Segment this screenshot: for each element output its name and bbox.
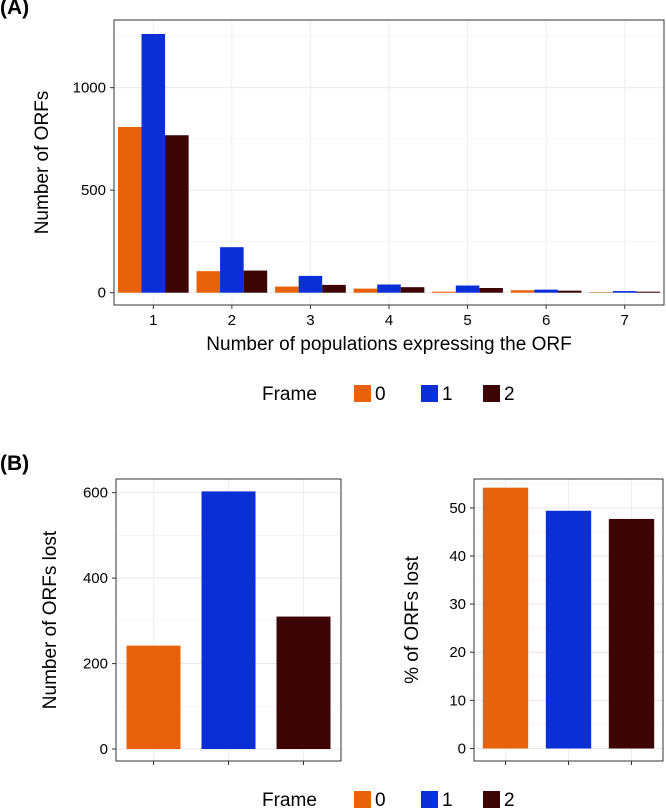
chart-b1-ytick-label: 0: [100, 741, 108, 758]
legend-a-swatch-1: [421, 385, 438, 402]
chart-a-bar: [455, 285, 480, 293]
chart-b1-ytick-label: 200: [83, 656, 108, 673]
chart-a-xaxis-title: Number of populations expressing the ORF: [206, 334, 571, 355]
legend-a-label-2: 2: [504, 384, 515, 405]
chart-b2-ytick-label: 10: [449, 692, 466, 709]
legend-a-swatch-0: [354, 385, 371, 402]
legend-b-label-1: 1: [442, 790, 453, 808]
legend-b-swatch-2: [483, 791, 500, 808]
chart-b-percent-lost: 0 10 20 30 40 50 % of ORFs lost: [402, 478, 664, 765]
legend-a-label-1: 1: [442, 384, 453, 405]
legend-a-title: Frame: [262, 384, 317, 405]
legend-b-title: Frame: [262, 790, 317, 808]
chart-a-bar: [479, 287, 503, 293]
chart-a-bar: [510, 290, 535, 293]
legend-b: Frame 0 1 2: [262, 790, 515, 808]
chart-a-bar: [377, 284, 401, 293]
chart-a-bar: [636, 291, 661, 293]
chart-a: 0 500 1000 1 2 3 4 5 6 7 Number of populations exp…: [32, 19, 665, 355]
chart-b2-bar: [608, 518, 655, 749]
chart-b2-yaxis-title: % of ORFs lost: [402, 555, 423, 683]
legend-b-label-0: 0: [375, 790, 386, 808]
chart-b2-ytick-label: 40: [449, 548, 466, 565]
chart-a-xtick-label: 1: [149, 312, 157, 329]
chart-b1-bar: [126, 645, 181, 750]
chart-a-bar: [275, 286, 299, 293]
chart-a-ytick-label: 500: [81, 182, 106, 199]
chart-b-number-lost: 0 200 400 600 Number of ORFs lost: [40, 478, 342, 765]
panel-b-label: (B): [0, 452, 30, 475]
chart-a-bar: [400, 287, 425, 293]
chart-a-yaxis-title: Number of ORFs: [32, 91, 53, 235]
panel-a-label: (A): [0, 0, 30, 19]
chart-a-bar: [141, 33, 166, 293]
chart-a-xtick-label: 2: [228, 312, 236, 329]
chart-b1-ytick-label: 600: [83, 485, 108, 502]
chart-a-xtick-label: 4: [385, 312, 393, 329]
chart-a-bar: [298, 275, 323, 293]
chart-a-bar: [612, 291, 637, 293]
chart-a-xtick-label: 7: [621, 312, 629, 329]
chart-b1-bar: [276, 616, 331, 750]
legend-b-label-2: 2: [504, 790, 515, 808]
legend-b-swatch-0: [354, 791, 371, 808]
chart-a-bar: [353, 288, 378, 293]
chart-a-bar: [557, 290, 582, 293]
chart-a-bar: [196, 271, 221, 293]
chart-b1-ytick-label: 400: [83, 570, 108, 587]
chart-b2-ytick-label: 20: [449, 644, 466, 661]
chart-a-bar: [534, 289, 558, 293]
chart-b2-ytick-label: 50: [449, 500, 466, 517]
chart-a-xtick-label: 6: [542, 312, 550, 329]
chart-a-bar: [117, 127, 142, 293]
chart-b1-bar: [201, 491, 256, 750]
legend-b-swatch-1: [421, 791, 438, 808]
chart-a-ytick-label: 0: [98, 285, 106, 302]
chart-a-bar: [589, 292, 613, 293]
legend-a-swatch-2: [483, 385, 500, 402]
chart-a-bar: [432, 291, 456, 293]
chart-a-ytick-label: 1000: [73, 80, 106, 97]
chart-b2-bar: [482, 487, 529, 749]
chart-b2-ytick-label: 30: [449, 596, 466, 613]
chart-b2-bar: [545, 510, 592, 749]
chart-a-bar: [220, 247, 244, 293]
chart-b1-yaxis-title: Number of ORFs lost: [40, 530, 61, 709]
legend-a-label-0: 0: [375, 384, 386, 405]
chart-a-xtick-label: 5: [463, 312, 471, 329]
chart-a-bar: [165, 135, 189, 293]
chart-a-xtick-label: 3: [306, 312, 314, 329]
chart-a-bar: [322, 284, 346, 293]
legend-a: Frame 0 1 2: [262, 384, 515, 405]
chart-b2-ytick-label: 0: [458, 740, 466, 757]
chart-a-bar: [243, 270, 268, 293]
